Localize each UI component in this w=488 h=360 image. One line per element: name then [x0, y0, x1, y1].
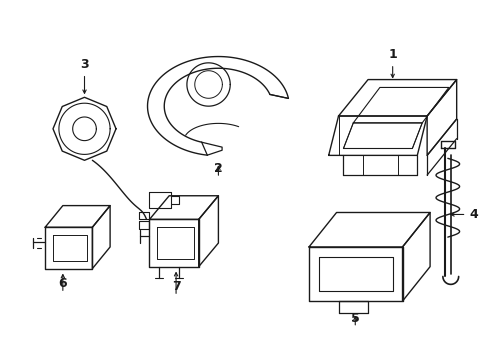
- Text: 2: 2: [214, 162, 223, 175]
- Text: 3: 3: [80, 58, 89, 71]
- Text: 5: 5: [350, 312, 359, 325]
- Text: 4: 4: [468, 208, 477, 221]
- Text: 1: 1: [387, 48, 396, 61]
- Text: 7: 7: [171, 280, 180, 293]
- Text: 6: 6: [59, 277, 67, 290]
